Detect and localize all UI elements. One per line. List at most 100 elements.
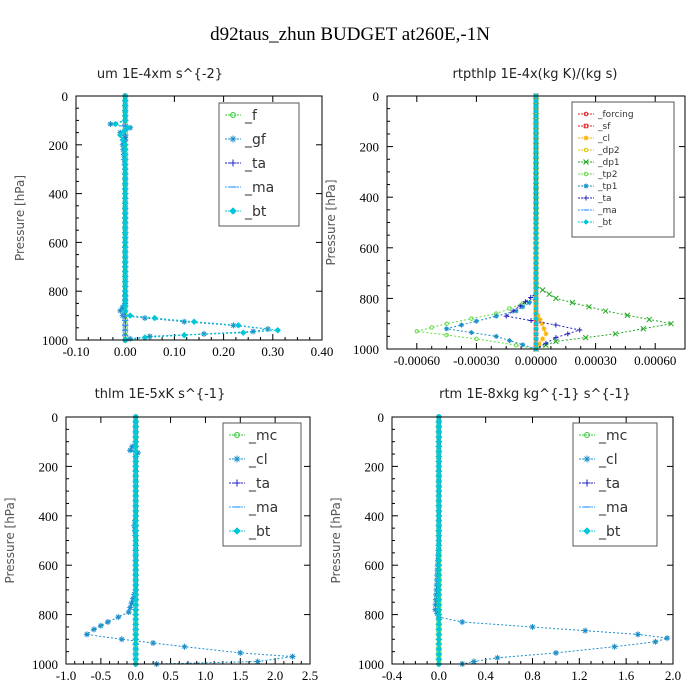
data-point [125,609,132,616]
data-point [127,447,134,454]
series-line [535,96,672,350]
legend-marker [583,111,589,117]
legend-marker [229,135,237,143]
legend-label: _ta [597,194,612,204]
data-point [553,322,559,328]
x-tick-label: -0.00030 [453,353,500,368]
data-point [577,327,583,333]
data-point [141,334,149,341]
data-point [150,640,157,647]
y-tick-label: 200 [360,140,380,155]
series-tp2 [414,93,539,352]
x-tick-label: 0.00030 [574,353,616,368]
y-tick-label: 1000 [358,657,384,672]
legend-label: _bt [248,524,271,540]
data-point [553,335,559,341]
y-tick-label: 1000 [32,657,58,672]
y-tick-label: 1000 [353,342,379,357]
y-tick-label: 0 [52,410,59,425]
legend-label: _sf [597,122,611,132]
data-point [602,308,609,314]
legend-label: _tp1 [597,182,617,192]
legend-marker [230,112,236,118]
data-point [121,307,129,315]
legend-label: _ma [244,180,274,196]
series-bt [132,413,140,668]
legend-marker [583,135,589,141]
data-point [541,326,547,332]
legend-label: _dp1 [597,158,620,168]
y-tick-label: 800 [39,608,59,623]
data-point [432,606,439,613]
y-tick-label: 600 [49,235,69,250]
data-point [235,322,242,329]
y-tick-label: 400 [49,187,69,202]
legend-label: _tp2 [597,170,617,180]
data-point [117,307,124,314]
data-point [104,619,111,626]
x-tick-label: 0.00 [114,344,137,359]
data-point [535,312,541,318]
data-point [634,631,641,638]
legend-label: _ma [597,206,617,216]
y-tick-label: 600 [360,241,380,256]
data-point [517,303,523,309]
x-tick-label: -0.00060 [394,353,441,368]
data-point [469,316,474,321]
data-point [444,332,449,338]
chart-panel-1: um 1E-4xm s^{-2} Pressure [hPa] -0.10 0.00 0… [13,67,333,359]
data-point [528,295,534,301]
x-tick-label: 0.00060 [634,353,676,368]
data-point [239,329,247,337]
y-tick-label: 0 [378,410,385,425]
data-point [83,631,90,638]
data-point [529,623,536,630]
legend-label: _gf [244,132,267,148]
legend-label: _ma [598,500,628,516]
x-tick-label: 0.30 [261,344,284,359]
data-point [180,331,188,339]
y-tick-label: 400 [365,509,385,524]
x-tick-label: 0.00000 [515,353,557,368]
data-point [459,619,466,626]
data-point [119,304,126,311]
data-point [543,340,549,346]
data-point [553,295,559,302]
panel-title: rtpthlp 1E-4x(kg K)/(kg s) [453,67,618,82]
data-point [473,318,479,324]
x-tick-label: 0.4 [478,668,495,683]
data-point [146,333,153,340]
legend-marker [583,527,591,535]
data-point [141,315,148,322]
y-tick-label: 200 [365,459,385,474]
legend-label: _bt [598,524,621,540]
x-tick-label: 0.8 [524,668,540,683]
data-point [107,121,114,128]
data-point [90,626,97,633]
series-line [446,96,537,350]
x-tick-label: 1.6 [618,668,635,683]
data-point [586,303,592,310]
data-point [126,312,134,319]
y-tick-label: 200 [39,459,59,474]
data-point [543,331,549,337]
y-tick-label: 600 [39,558,59,573]
x-tick-label: -0.5 [91,668,112,683]
x-tick-label: 1.0 [197,668,213,683]
data-point [546,291,553,298]
data-point [582,334,589,341]
y-axis-label: Pressure [hPa] [13,175,27,261]
legend-label: _bt [244,204,267,220]
data-point [97,622,104,629]
legend-label: _ta [598,476,620,492]
panel-title: rtm 1E-8xkg kg^{-1} s^{-1} [439,387,631,402]
data-point [528,318,534,324]
series-line [434,417,668,665]
data-point [513,342,519,348]
data-point [181,643,188,650]
data-point [289,653,296,660]
x-tick-label: -0.10 [62,344,89,359]
y-axis-label: Pressure [hPa] [329,497,343,583]
data-point [611,643,618,650]
data-point [522,299,528,305]
